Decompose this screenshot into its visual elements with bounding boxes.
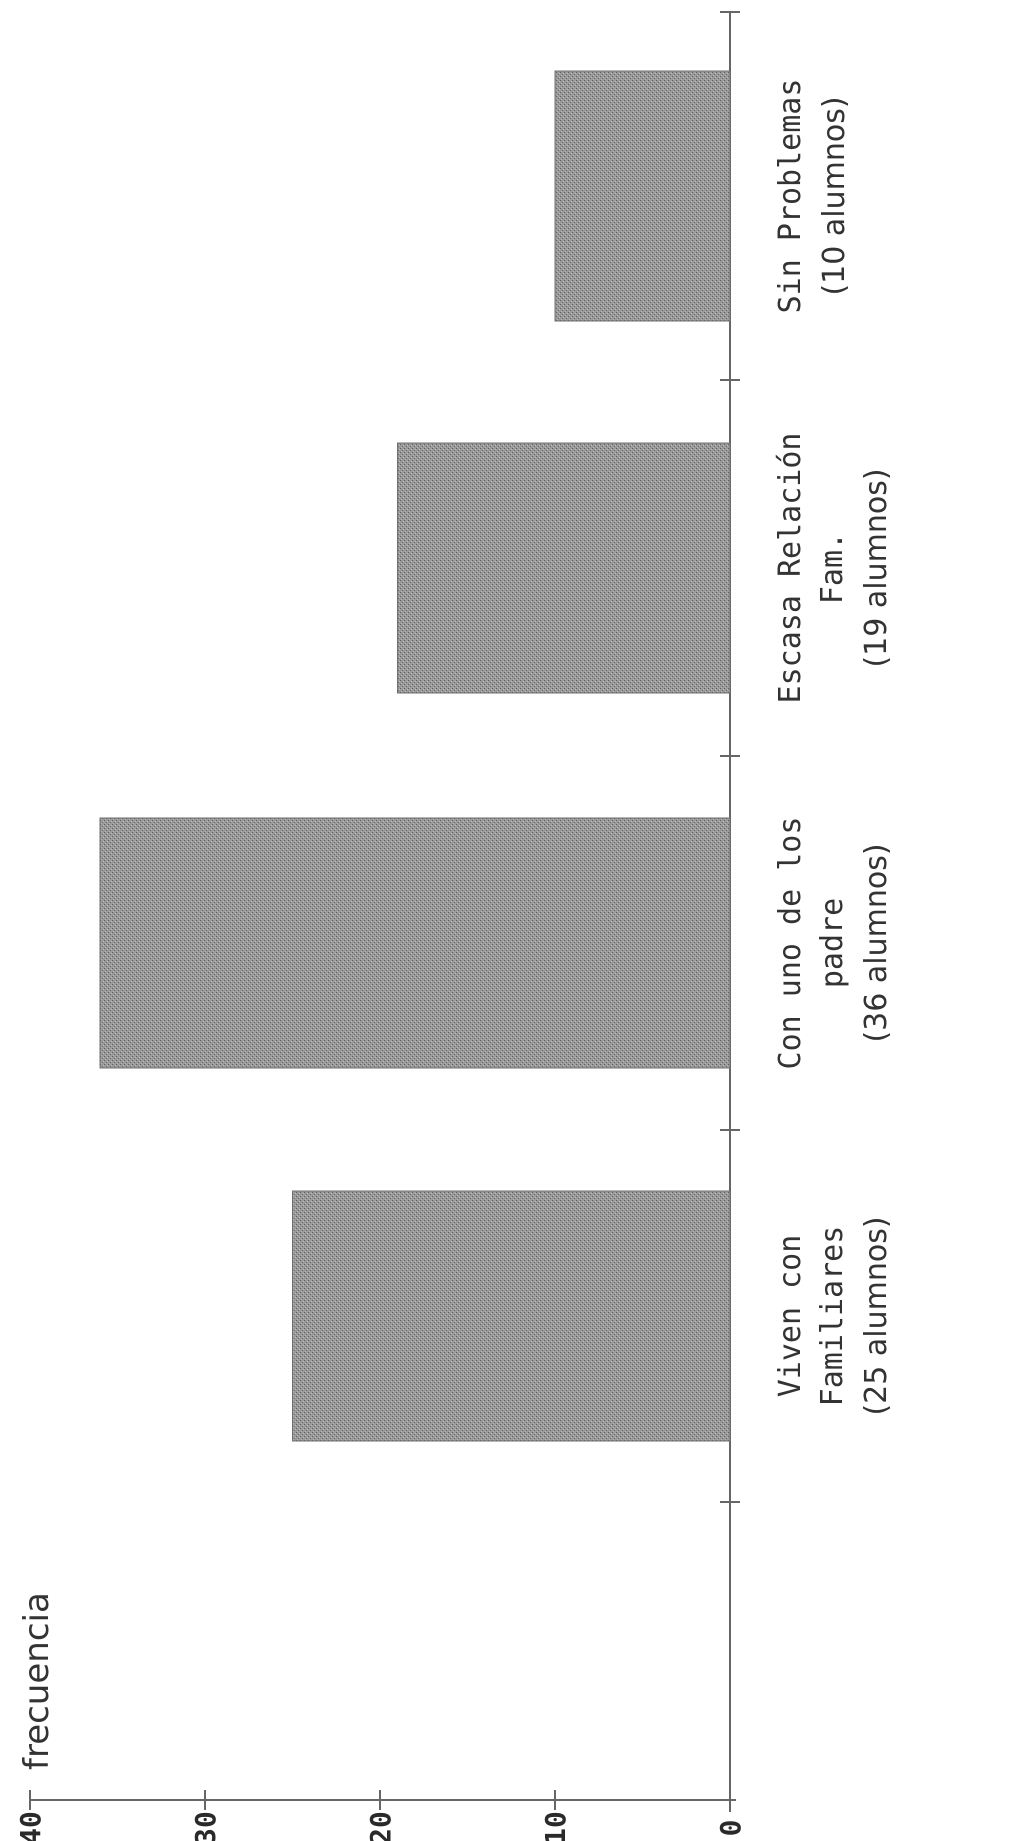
bar [99, 817, 731, 1069]
category-label: Viven con [773, 1235, 808, 1398]
bar [397, 442, 731, 694]
value-tick-label: 30 [189, 1811, 222, 1841]
value-tick-label: 0 [714, 1820, 747, 1837]
value-axis-label: frecuencia [17, 1592, 57, 1770]
value-tick-label: 20 [364, 1811, 397, 1841]
value-tick-label: 40 [14, 1811, 47, 1841]
value-tick-label: 10 [539, 1811, 572, 1841]
bar [292, 1190, 731, 1442]
category-label: Escasa Relación [773, 433, 808, 704]
category-label: padre [815, 898, 850, 988]
bar [554, 70, 731, 322]
category-label: Fam. [815, 532, 850, 604]
category-count-label: (10 alumnos) [817, 96, 852, 295]
category-count-label: (19 alumnos) [859, 468, 894, 667]
category-count-label: (36 alumnos) [859, 843, 894, 1042]
plot-area: 0 10 20 30 40 frecuencia Viven con Familiares (2… [14, 11, 894, 1841]
category-label: Familiares [815, 1226, 850, 1407]
category-count-label: (25 alumnos) [859, 1216, 894, 1415]
category-label: Con uno de los [773, 817, 808, 1070]
category-label: Sin Problemas [773, 79, 808, 314]
